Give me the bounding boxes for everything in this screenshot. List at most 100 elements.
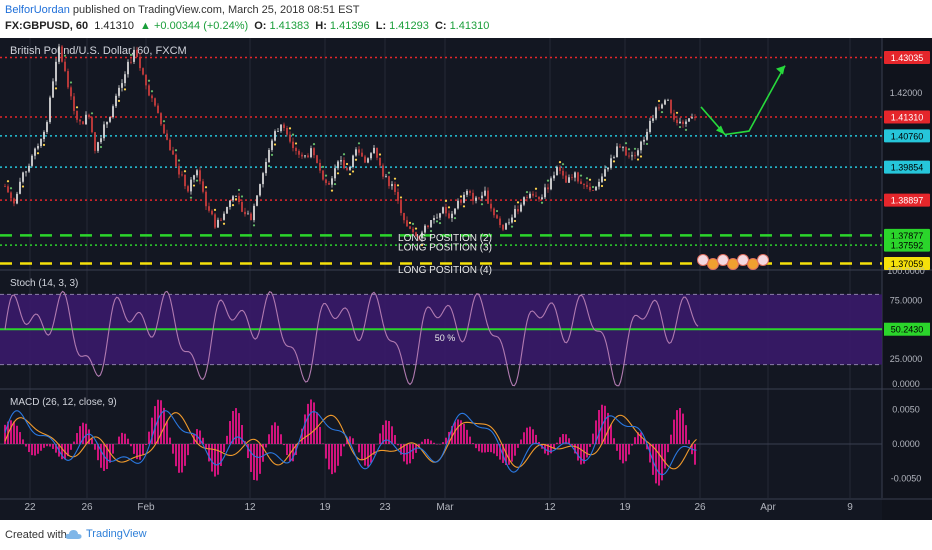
signal-dot: [6, 180, 10, 183]
signal-dot: [603, 178, 607, 181]
signal-dot: [189, 196, 193, 199]
candle-body: [172, 150, 174, 155]
price-level-label: 1.39854: [891, 163, 924, 173]
candle-body: [205, 191, 207, 207]
signal-dot: [240, 195, 244, 198]
signal-dot: [195, 179, 199, 182]
candle-body: [148, 85, 150, 96]
candle-body: [469, 190, 471, 193]
candle-body: [532, 193, 534, 196]
candle-body: [493, 208, 495, 216]
price-level-label: 1.38897: [891, 196, 924, 206]
candle-body: [349, 167, 351, 170]
candle-body: [526, 197, 528, 199]
signal-dot: [387, 171, 391, 174]
candle-body: [580, 181, 582, 185]
candle-body: [373, 147, 375, 154]
candle-body: [388, 176, 390, 187]
candle-body: [571, 177, 573, 179]
chart-canvas[interactable]: 22 26 Feb 12 19 23 Mar 12 19 26 Apr 9 1.43035 1.41310…: [0, 38, 932, 520]
signal-dot: [117, 99, 121, 102]
high-label: H:: [315, 20, 327, 32]
candle-body: [406, 220, 408, 227]
candle-body: [589, 186, 591, 191]
candle-body: [673, 113, 675, 120]
candle-body: [646, 131, 648, 140]
candle-body: [217, 219, 219, 228]
candle-body: [682, 121, 684, 124]
price-tick-label: 1.42000: [890, 88, 923, 98]
signal-dot: [147, 79, 151, 82]
candle-body: [649, 120, 651, 132]
signal-dot: [345, 162, 349, 166]
candle-body: [346, 168, 348, 170]
candle-body: [37, 146, 39, 149]
x-tick-label: 23: [379, 502, 391, 513]
tradingview-logo-text[interactable]: TradingView: [86, 528, 147, 540]
candle-body: [520, 204, 522, 212]
candle-body: [598, 181, 600, 187]
candle-body: [403, 212, 405, 221]
candle-body: [523, 197, 525, 205]
signal-dot: [636, 158, 640, 161]
stoch-level-label: 50.2430: [891, 325, 924, 335]
signal-dot: [270, 153, 274, 156]
candle-body: [460, 200, 462, 203]
candle-body: [391, 184, 393, 187]
candle-body: [619, 146, 621, 148]
macd-title: MACD (26, 12, close, 9): [10, 397, 117, 408]
low-value: 1.41293: [389, 20, 429, 32]
candle-body: [541, 197, 543, 200]
signal-dot: [342, 153, 346, 156]
x-tick-label: 19: [619, 502, 631, 513]
candle-body: [514, 209, 516, 218]
signal-dot: [99, 145, 103, 149]
candle-body: [58, 46, 60, 62]
candle-body: [97, 142, 99, 151]
candle-body: [382, 165, 384, 177]
signal-dot: [69, 81, 73, 84]
candle-body: [358, 149, 360, 153]
last-price: 1.41310: [94, 20, 134, 32]
candle-body: [544, 187, 546, 198]
event-badge-icon: [737, 254, 749, 266]
signal-dot: [534, 187, 538, 190]
candle-body: [310, 148, 312, 158]
candle-body: [364, 156, 366, 163]
candle-body: [340, 160, 342, 162]
signal-dot: [393, 177, 397, 180]
candle-body: [46, 122, 48, 132]
candle-body: [307, 155, 309, 158]
event-badge-icon: [697, 254, 709, 266]
price-level-label: 1.37877: [891, 231, 924, 241]
candle-body: [160, 113, 162, 125]
author-link[interactable]: BelforUordan: [5, 4, 70, 16]
signal-dot: [588, 178, 592, 181]
signal-dot: [399, 196, 403, 199]
candle-body: [163, 124, 165, 134]
candle-body: [178, 166, 180, 175]
candle-body: [625, 147, 627, 156]
signal-dot: [495, 209, 499, 213]
high-value: 1.41396: [329, 20, 370, 32]
candle-body: [334, 168, 336, 179]
candle-body: [502, 224, 504, 230]
candle-body: [40, 139, 42, 147]
open-value: 1.41383: [269, 20, 310, 32]
signal-dot: [546, 179, 550, 182]
x-tick-label: 26: [694, 502, 706, 513]
signal-dot: [354, 158, 358, 161]
projection-arrowhead-up: [776, 65, 785, 75]
candle-body: [454, 208, 456, 214]
candle-body: [577, 172, 579, 182]
signal-dot: [252, 224, 256, 227]
signal-dot: [333, 182, 337, 186]
candle-body: [253, 205, 255, 221]
candle-body: [13, 198, 15, 204]
candle-body: [226, 207, 228, 214]
candle-body: [565, 175, 567, 183]
candle-body: [202, 181, 204, 192]
macd-signal-line: [4, 412, 697, 470]
candle-body: [601, 176, 603, 182]
long-position-annotation: LONG POSITION (2): [398, 233, 492, 244]
